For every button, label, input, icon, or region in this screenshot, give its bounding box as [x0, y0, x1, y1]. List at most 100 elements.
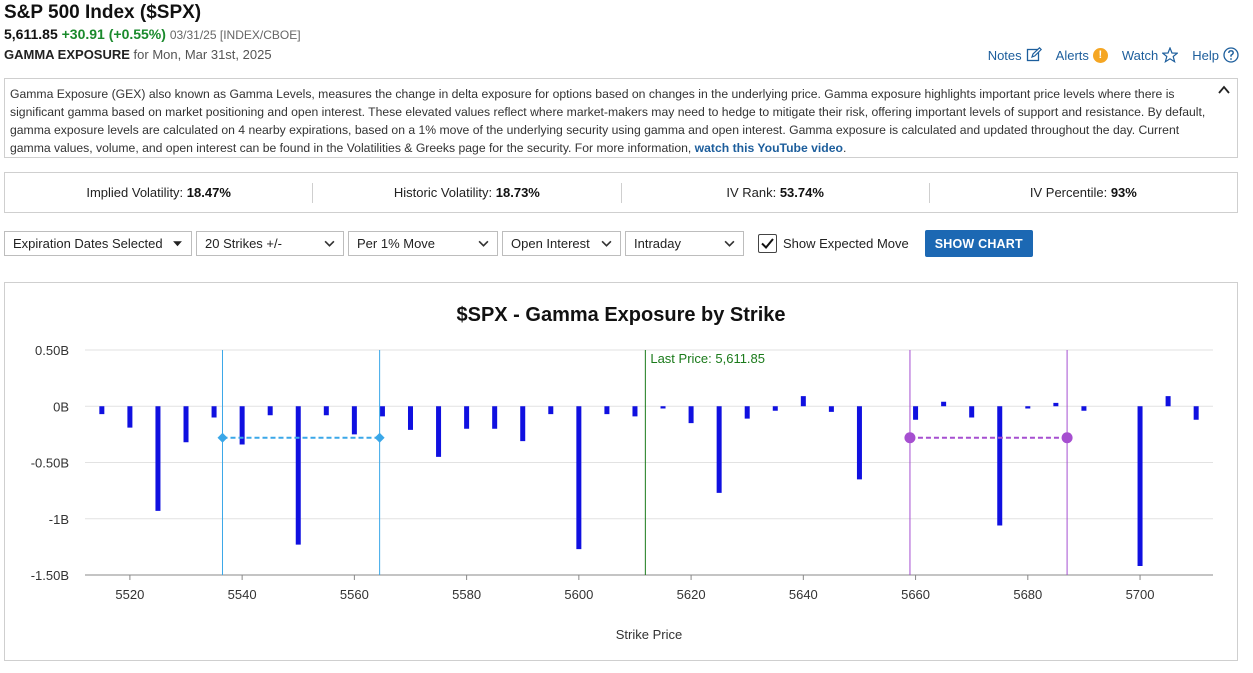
- gamma-bar: [127, 406, 133, 428]
- gamma-bar: [856, 406, 862, 480]
- x-tick-label: 5700: [1126, 587, 1155, 602]
- gamma-bar: [1165, 396, 1171, 407]
- show-chart-button[interactable]: SHOW CHART: [924, 230, 1033, 257]
- gamma-bar: [941, 401, 947, 407]
- gamma-bar: [548, 406, 554, 415]
- quote-meta: 03/31/25 [INDEX/CBOE]: [169, 28, 301, 42]
- y-tick-label: 0.50B: [35, 343, 69, 358]
- gamma-bar: [576, 406, 582, 550]
- gamma-bar: [155, 406, 161, 511]
- y-tick-label: -0.50B: [31, 456, 69, 471]
- star-icon: [1162, 47, 1179, 63]
- description-panel: Gamma Exposure (GEX) also known as Gamma…: [4, 78, 1238, 158]
- gamma-bar: [295, 406, 301, 545]
- gamma-bar: [716, 406, 722, 493]
- alerts-label: Alerts: [1055, 47, 1089, 63]
- gamma-bar: [492, 406, 498, 429]
- checkmark-icon: [761, 238, 774, 249]
- gamma-bar: [828, 406, 834, 412]
- strikes-select[interactable]: 20 Strikes +/-: [196, 231, 344, 256]
- gamma-bar: [744, 406, 750, 419]
- stat-iv-rank: IV Rank: 53.74%: [622, 182, 930, 203]
- x-axis-label: Strike Price: [616, 627, 682, 642]
- gamma-bar: [99, 406, 105, 415]
- stat-implied-volatility: Implied Volatility: 18.47%: [5, 182, 314, 203]
- header: S&P 500 Index ($SPX) 5,611.85 +30.91 (+0…: [4, 2, 1243, 64]
- checkbox[interactable]: [758, 234, 777, 253]
- gamma-bar: [997, 406, 1003, 526]
- chart-controls: Expiration Dates Selected 20 Strikes +/-…: [4, 230, 1033, 257]
- gamma-bar: [632, 406, 638, 417]
- x-tick-label: 5580: [452, 587, 481, 602]
- expected-move-marker: [374, 432, 385, 443]
- expected-move-marker: [904, 432, 916, 444]
- period-select[interactable]: Intraday: [625, 231, 744, 256]
- quote-line: 5,611.85 +30.91 (+0.55%) 03/31/25 [INDEX…: [4, 25, 1243, 44]
- y-tick-label: 0B: [53, 399, 69, 414]
- gex-subline: GAMMA EXPOSURE for Mon, Mar 31st, 2025: [4, 46, 1243, 64]
- watch-link[interactable]: Watch: [1122, 47, 1179, 63]
- last-price-label: Last Price: 5,611.85: [650, 351, 765, 366]
- gamma-bar: [520, 406, 526, 442]
- notes-link[interactable]: Notes: [988, 47, 1042, 63]
- caret-down-icon: [173, 241, 182, 247]
- gamma-bar: [1081, 406, 1087, 411]
- x-tick-label: 5640: [789, 587, 818, 602]
- gamma-bar: [239, 406, 245, 445]
- gamma-bar: [464, 406, 470, 429]
- gamma-bar: [436, 406, 442, 457]
- notes-label: Notes: [987, 47, 1022, 63]
- gamma-bar: [1025, 406, 1031, 409]
- gamma-bar: [323, 406, 329, 416]
- help-icon: [1223, 47, 1239, 63]
- chevron-down-icon: [724, 240, 735, 247]
- gamma-bar: [183, 406, 189, 443]
- gamma-bar: [604, 406, 610, 415]
- x-tick-label: 5540: [228, 587, 257, 602]
- gamma-bar: [969, 406, 975, 418]
- x-tick-label: 5560: [340, 587, 369, 602]
- expiration-dates-dropdown[interactable]: Expiration Dates Selected: [4, 231, 192, 256]
- x-tick-label: 5680: [1013, 587, 1042, 602]
- youtube-link[interactable]: watch this YouTube video: [694, 141, 843, 155]
- chevron-down-icon: [601, 240, 612, 247]
- gamma-bar: [351, 406, 357, 435]
- alerts-link[interactable]: Alerts !: [1056, 47, 1108, 63]
- stat-historic-volatility: Historic Volatility: 18.73%: [313, 182, 622, 203]
- x-tick-label: 5600: [564, 587, 593, 602]
- gamma-bar: [800, 396, 806, 407]
- gex-label: GAMMA EXPOSURE: [4, 47, 130, 62]
- x-tick-label: 5620: [677, 587, 706, 602]
- gamma-bar: [1137, 406, 1143, 566]
- gamma-bar: [688, 406, 694, 424]
- gamma-bar: [913, 406, 919, 420]
- gex-date: for Mon, Mar 31st, 2025: [133, 47, 272, 62]
- volatility-stats: Implied Volatility: 18.47% Historic Vola…: [4, 172, 1238, 213]
- last-price: 5,611.85: [4, 26, 58, 42]
- gamma-exposure-chart: $SPX - Gamma Exposure by Strike Strike P…: [31, 304, 1213, 642]
- show-expected-move-toggle[interactable]: Show Expected Move: [758, 234, 909, 253]
- gamma-bar: [660, 406, 666, 409]
- top-links: Notes Alerts ! Watch Help: [988, 47, 1239, 63]
- stat-iv-percentile: IV Percentile: 93%: [1029, 184, 1137, 200]
- expected-move-marker: [217, 432, 228, 443]
- basis-select[interactable]: Open Interest: [502, 231, 621, 256]
- alert-icon: !: [1092, 47, 1108, 63]
- y-tick-label: -1B: [49, 512, 69, 527]
- help-link[interactable]: Help: [1192, 47, 1239, 63]
- y-tick-label: -1.50B: [31, 568, 69, 583]
- gamma-bar: [379, 406, 385, 417]
- edit-icon: [1026, 47, 1042, 62]
- chart-title: $SPX - Gamma Exposure by Strike: [456, 304, 785, 326]
- gamma-bar: [1193, 406, 1199, 420]
- expected-move-marker: [1061, 432, 1073, 444]
- price-change: +30.91 (+0.55%): [61, 26, 166, 42]
- help-label: Help: [1192, 47, 1219, 63]
- move-select[interactable]: Per 1% Move: [348, 231, 498, 256]
- gamma-bar: [1053, 402, 1059, 407]
- gamma-bar: [267, 406, 273, 416]
- gamma-bar: [772, 406, 778, 411]
- show-expected-move-label: Show Expected Move: [783, 236, 909, 251]
- collapse-caret-icon[interactable]: [1217, 83, 1231, 97]
- gamma-bar: [211, 406, 217, 418]
